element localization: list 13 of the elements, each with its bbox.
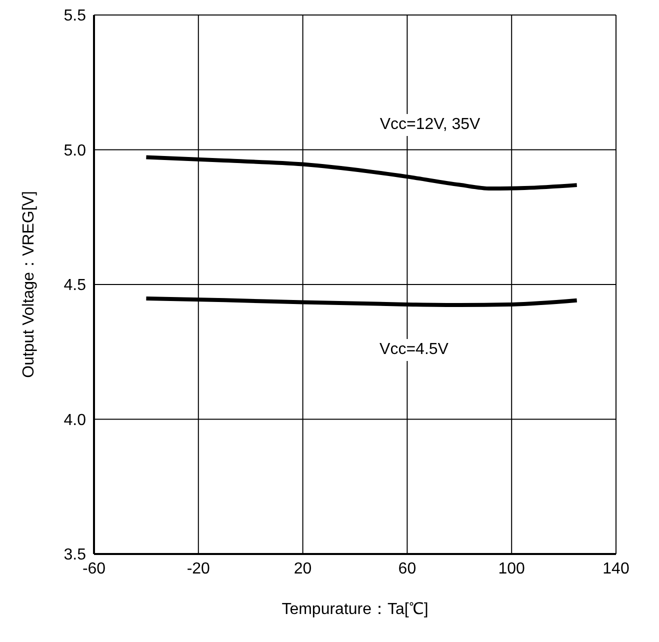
x-tick-label: 100 <box>498 560 526 578</box>
y-tick-label: 4.0 <box>64 412 86 429</box>
x-tick-label: 60 <box>398 560 416 578</box>
y-axis-title: Output Voltage：VREG[V] <box>20 191 38 378</box>
x-tick-label: 20 <box>294 560 312 578</box>
x-tick-label: 140 <box>602 560 630 578</box>
y-tick-label: 5.0 <box>64 142 86 160</box>
annotation: Vcc=12V, 35V <box>376 114 484 136</box>
x-tick-label: -20 <box>186 560 210 578</box>
x-axis-title: Tempurature：Ta[℃] <box>282 601 428 618</box>
y-tick-label: 4.5 <box>64 277 86 294</box>
y-tick-label: 5.5 <box>64 8 86 25</box>
annotation: Vcc=4.5V <box>376 339 452 361</box>
